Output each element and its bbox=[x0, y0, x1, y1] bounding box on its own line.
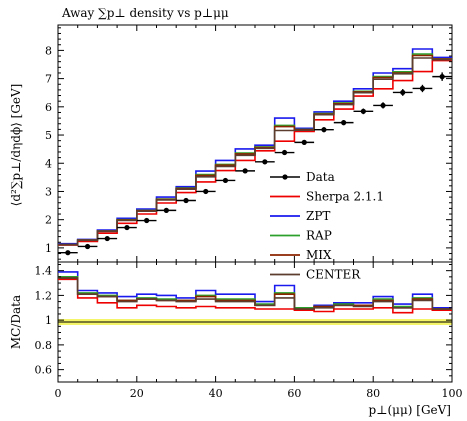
data-point bbox=[176, 197, 196, 204]
data-point bbox=[274, 149, 295, 156]
data-point bbox=[195, 188, 216, 195]
legend: Data Sherpa 2.1.1 ZPT RAP MIX CENTER bbox=[270, 170, 384, 282]
svg-text:Data: Data bbox=[306, 170, 335, 184]
legend-item: Data bbox=[270, 170, 335, 184]
y-tick-label: 8 bbox=[45, 44, 52, 57]
x-tick-label: 100 bbox=[442, 387, 463, 400]
ratio-y-axis-title: MC/Data bbox=[9, 295, 23, 349]
main-panel: 1 2 3 4 5 6 7 8 bbox=[45, 24, 453, 263]
series-line-center bbox=[58, 57, 452, 246]
svg-text:Sherpa 2.1.1: Sherpa 2.1.1 bbox=[306, 190, 384, 204]
ratio-line-zpt bbox=[58, 271, 452, 309]
y-tick-label: 7 bbox=[45, 73, 52, 86]
data-point bbox=[77, 243, 98, 250]
data-point bbox=[215, 177, 236, 184]
svg-text:RAP: RAP bbox=[306, 229, 332, 243]
data-point bbox=[373, 102, 393, 109]
ratio-y-tick-label: 1.2 bbox=[35, 289, 53, 302]
data-point bbox=[117, 224, 137, 231]
ratio-panel: 0 20 40 60 80 100 0.6 0.8 1 1.2 1.4 bbox=[35, 261, 463, 400]
data-point bbox=[333, 120, 354, 126]
x-tick-label: 0 bbox=[55, 387, 62, 400]
legend-item: CENTER bbox=[270, 268, 361, 282]
x-tick-label: 80 bbox=[366, 387, 380, 400]
y-tick-label: 6 bbox=[45, 101, 52, 114]
data-point bbox=[97, 235, 118, 242]
ratio-y-tick-label: 1.4 bbox=[35, 265, 53, 278]
data-point bbox=[156, 207, 177, 213]
x-tick-label: 40 bbox=[209, 387, 223, 400]
y-tick-label: 5 bbox=[45, 129, 52, 142]
legend-item: MIX bbox=[270, 248, 332, 262]
data-point bbox=[412, 84, 433, 93]
data-point bbox=[314, 127, 334, 133]
y-tick-label: 3 bbox=[45, 185, 52, 198]
x-tick-label: 20 bbox=[130, 387, 144, 400]
y-axis-title: ⟨d²∑p⊥/dηdϕ⟩ [GeV] bbox=[9, 84, 23, 207]
x-axis-title: p⊥(μμ) [GeV] bbox=[369, 403, 451, 417]
ratio-y-tick-label: 0.8 bbox=[35, 339, 53, 352]
legend-item: RAP bbox=[270, 229, 332, 243]
svg-text:CENTER: CENTER bbox=[306, 268, 361, 282]
y-tick-label: 4 bbox=[45, 157, 52, 170]
ratio-y-tick-label: 1 bbox=[45, 314, 52, 327]
svg-text:ZPT: ZPT bbox=[306, 209, 330, 223]
data-point bbox=[294, 139, 315, 145]
y-tick-label: 1 bbox=[45, 242, 52, 255]
x-tick-label: 60 bbox=[287, 387, 301, 400]
y-tick-label: 2 bbox=[45, 214, 52, 227]
legend-item: Sherpa 2.1.1 bbox=[270, 190, 384, 204]
ratio-line-center bbox=[58, 277, 452, 310]
data-point bbox=[136, 217, 157, 224]
data-point bbox=[58, 250, 78, 256]
legend-item: ZPT bbox=[270, 209, 330, 223]
data-point bbox=[432, 72, 452, 81]
chart-title: Away ∑p⊥ density vs p⊥μμ bbox=[61, 6, 229, 20]
data-point bbox=[392, 89, 413, 96]
data-point bbox=[353, 108, 374, 115]
data-point bbox=[235, 168, 255, 174]
data-point bbox=[255, 159, 275, 165]
ratio-y-tick-label: 0.6 bbox=[35, 364, 53, 377]
svg-text:MIX: MIX bbox=[306, 248, 332, 262]
